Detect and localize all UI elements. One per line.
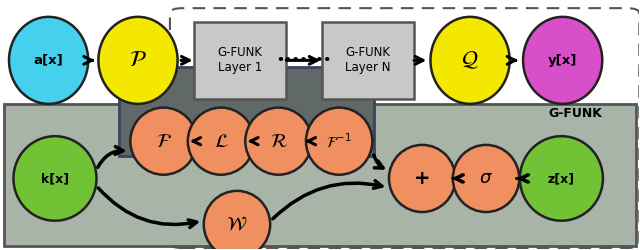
Ellipse shape bbox=[523, 17, 602, 104]
FancyBboxPatch shape bbox=[194, 22, 287, 99]
Text: y[x]: y[x] bbox=[548, 54, 577, 67]
FancyBboxPatch shape bbox=[321, 22, 414, 99]
Ellipse shape bbox=[520, 136, 603, 221]
Ellipse shape bbox=[453, 145, 519, 212]
FancyBboxPatch shape bbox=[119, 66, 374, 156]
Text: •••••••: ••••••• bbox=[276, 54, 332, 67]
Text: k[x]: k[x] bbox=[41, 172, 69, 185]
Ellipse shape bbox=[204, 191, 270, 250]
Ellipse shape bbox=[245, 108, 312, 175]
Text: $\mathcal{Q}$: $\mathcal{Q}$ bbox=[461, 50, 479, 71]
Text: z[x]: z[x] bbox=[548, 172, 575, 185]
Ellipse shape bbox=[188, 108, 254, 175]
Text: $\mathcal{P}$: $\mathcal{P}$ bbox=[129, 50, 147, 70]
Text: a[x]: a[x] bbox=[34, 54, 63, 67]
Ellipse shape bbox=[99, 17, 177, 104]
Text: $\sigma$: $\sigma$ bbox=[479, 170, 493, 188]
Ellipse shape bbox=[389, 145, 456, 212]
Text: $\mathcal{R}$: $\mathcal{R}$ bbox=[269, 132, 287, 151]
Ellipse shape bbox=[306, 108, 372, 175]
Text: G-FUNK: G-FUNK bbox=[548, 107, 602, 120]
Text: $\mathcal{F}$: $\mathcal{F}$ bbox=[156, 132, 172, 151]
Ellipse shape bbox=[131, 108, 196, 175]
Ellipse shape bbox=[9, 17, 88, 104]
Text: $\mathcal{L}$: $\mathcal{L}$ bbox=[214, 132, 228, 151]
FancyBboxPatch shape bbox=[4, 104, 636, 246]
Ellipse shape bbox=[13, 136, 97, 221]
Ellipse shape bbox=[431, 17, 509, 104]
Text: G-FUNK
Layer 1: G-FUNK Layer 1 bbox=[218, 46, 262, 74]
Text: +: + bbox=[414, 169, 431, 188]
Text: $\mathcal{F}^{-1}$: $\mathcal{F}^{-1}$ bbox=[326, 132, 352, 150]
Text: $\mathcal{W}$: $\mathcal{W}$ bbox=[227, 215, 248, 234]
Text: G-FUNK
Layer N: G-FUNK Layer N bbox=[345, 46, 390, 74]
